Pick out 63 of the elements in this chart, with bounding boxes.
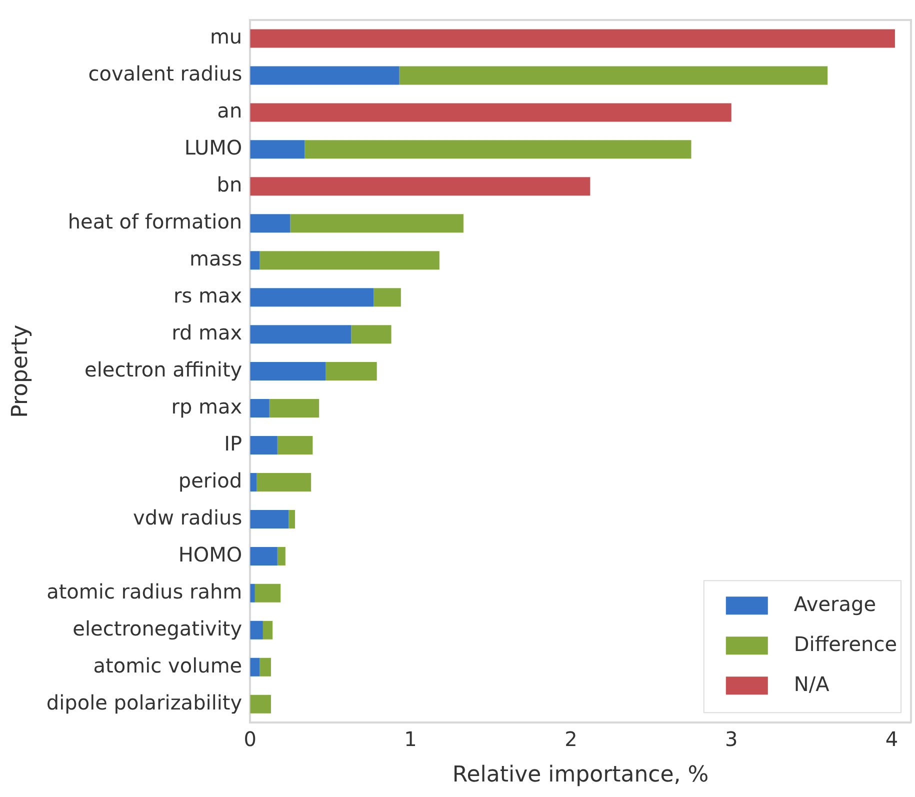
bar	[250, 658, 260, 676]
y-tick-label: an	[217, 98, 242, 123]
bar	[250, 546, 278, 566]
bar	[250, 620, 263, 640]
y-tick-label: heat of formation	[68, 210, 242, 234]
x-tick-label: 0	[244, 726, 256, 751]
bar	[250, 288, 374, 307]
x-tick-label: 3	[724, 726, 738, 751]
bar	[399, 66, 828, 85]
y-tick-label: HOMO	[178, 542, 242, 566]
legend-label: N/A	[794, 672, 830, 696]
bar	[250, 251, 260, 270]
bar	[250, 436, 278, 455]
bar	[250, 362, 326, 381]
bar	[254, 584, 281, 602]
bar	[260, 251, 440, 270]
y-tick-label: electronegativity	[72, 616, 242, 640]
y-tick-label: vdw radius	[133, 505, 242, 530]
y-tick-label: LUMO	[184, 136, 242, 160]
bar	[288, 510, 296, 528]
y-tick-label: dipole polarizability	[46, 690, 242, 714]
bar	[250, 325, 352, 344]
bar	[277, 546, 286, 566]
y-tick-label: bn	[216, 172, 242, 197]
y-tick-label: covalent radius	[88, 62, 242, 86]
legend-label: Difference	[794, 632, 898, 656]
y-tick-label: mu	[210, 24, 242, 49]
x-tick-label: 4	[885, 726, 898, 751]
bar	[250, 103, 732, 122]
y-tick-label: rs max	[174, 284, 242, 308]
bar	[269, 399, 320, 418]
y-tick-label: atomic radius rahm	[46, 579, 242, 604]
y-tick-label: electron affinity	[84, 358, 242, 382]
x-tick-label: 1	[404, 726, 417, 751]
legend-label: Average	[794, 592, 876, 616]
y-tick-label: period	[178, 468, 242, 492]
bar	[290, 214, 464, 233]
bar	[256, 472, 312, 492]
y-tick-label: rp max	[171, 394, 242, 418]
bar	[250, 66, 400, 85]
y-tick-label: mass	[190, 246, 242, 271]
y-tick-label: IP	[224, 431, 242, 456]
bar	[250, 510, 289, 528]
bar	[250, 29, 895, 48]
bar	[250, 472, 257, 492]
bar	[250, 584, 255, 602]
bar	[304, 140, 692, 159]
bar	[326, 362, 377, 381]
bar	[250, 177, 590, 196]
bar	[351, 325, 392, 344]
bar	[262, 620, 273, 640]
bar	[260, 658, 271, 676]
x-axis-title: Relative importance, %	[452, 762, 709, 788]
x-tick-label: 2	[564, 726, 578, 751]
y-tick-label: rd max	[172, 320, 242, 345]
y-tick-label: atomic volume	[93, 653, 242, 678]
bar	[250, 214, 290, 233]
bar	[250, 140, 305, 159]
bar	[250, 694, 271, 714]
bar	[277, 436, 313, 455]
y-axis-title: Property	[8, 324, 33, 418]
bar	[374, 288, 401, 307]
bar	[250, 399, 270, 418]
